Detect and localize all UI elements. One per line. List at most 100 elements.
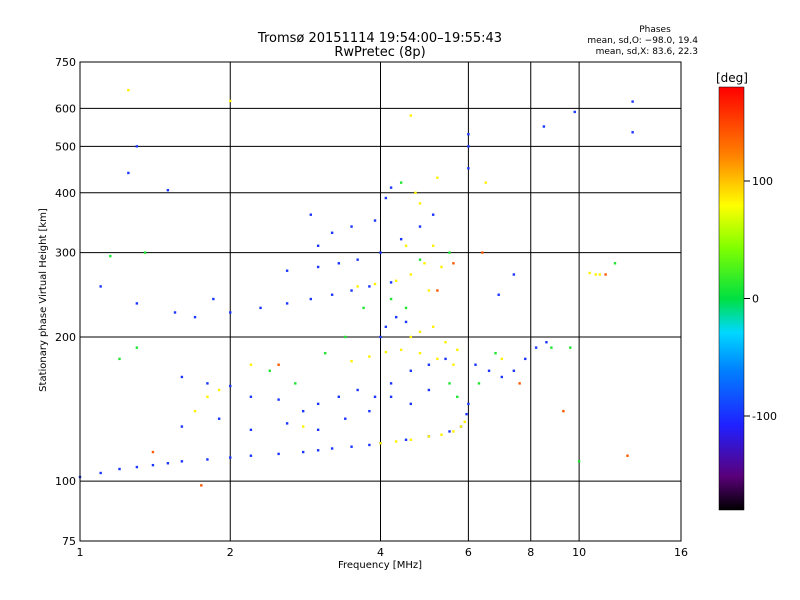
data-point — [337, 262, 341, 265]
plot-frame — [79, 61, 682, 542]
data-point — [277, 398, 280, 401]
data-point — [534, 346, 538, 349]
data-point — [193, 315, 197, 319]
data-point — [373, 219, 377, 222]
data-point — [285, 422, 289, 425]
data-point — [373, 395, 377, 399]
data-point — [368, 443, 371, 447]
y-tick-label: 750 — [55, 56, 76, 69]
y-tick-label: 500 — [55, 140, 76, 153]
data-point — [436, 357, 439, 361]
data-point — [206, 458, 209, 461]
data-point — [135, 145, 139, 148]
chart-subtitle: RwPretec (8p) — [334, 45, 425, 60]
data-point — [350, 289, 353, 292]
x-tick-label: 16 — [674, 546, 688, 559]
data-point — [309, 213, 312, 216]
data-point — [418, 202, 422, 205]
x-tick-label: 2 — [227, 546, 234, 559]
data-point — [166, 188, 170, 192]
data-point — [373, 282, 377, 286]
grid — [80, 62, 681, 541]
data-point — [389, 281, 393, 284]
data-point — [423, 262, 426, 265]
data-point — [368, 285, 371, 288]
data-point — [344, 335, 347, 339]
data-point — [277, 363, 280, 366]
data-point — [316, 244, 320, 247]
data-point — [135, 346, 139, 349]
data-point — [613, 262, 617, 265]
x-axis: 1 2 4 6 8 10 16 — [77, 546, 689, 559]
data-point — [497, 293, 500, 296]
data-point — [444, 357, 447, 361]
data-point — [309, 297, 312, 301]
data-point — [631, 131, 634, 134]
data-point — [518, 382, 521, 385]
data-point — [562, 409, 565, 413]
data-point — [465, 412, 468, 416]
colorbar-tick-label: 0 — [752, 293, 759, 306]
data-point — [524, 357, 527, 361]
data-point — [285, 269, 289, 272]
data-point — [427, 363, 431, 366]
data-point — [394, 440, 398, 443]
data-point — [588, 271, 591, 275]
data-point — [173, 311, 177, 314]
data-point — [467, 167, 470, 170]
data-point — [356, 285, 359, 288]
data-point — [229, 456, 232, 459]
data-point — [418, 351, 422, 355]
data-point — [452, 363, 455, 366]
data-point — [452, 262, 455, 265]
y-tick-label: 600 — [55, 102, 76, 115]
data-point — [440, 265, 443, 269]
data-point — [229, 384, 232, 388]
data-point — [409, 114, 412, 117]
data-point — [384, 350, 388, 354]
y-axis-label: Stationary phase Virtual Height [km] — [38, 208, 49, 392]
data-point — [337, 395, 341, 399]
data-point — [467, 133, 470, 136]
data-point — [379, 335, 382, 339]
chart-title: Tromsø 20151114 19:54:00–19:55:43 — [257, 31, 502, 46]
data-point — [512, 273, 516, 276]
data-point — [330, 231, 334, 234]
data-point — [477, 382, 481, 385]
data-point — [542, 125, 546, 128]
data-point — [418, 225, 422, 228]
data-point — [512, 369, 516, 372]
colorbar-label: [deg] — [716, 71, 748, 85]
data-point — [631, 100, 634, 103]
data-point — [459, 425, 463, 428]
data-point — [404, 244, 408, 247]
data-point — [409, 335, 412, 339]
data-point — [474, 363, 477, 366]
data-point — [301, 425, 305, 428]
data-point — [350, 445, 353, 448]
data-point — [249, 454, 253, 457]
y-tick-label: 400 — [55, 187, 76, 200]
data-point — [389, 395, 393, 399]
data-point — [463, 420, 466, 424]
data-point — [394, 279, 398, 282]
data-point — [427, 435, 431, 438]
data-point — [206, 395, 209, 399]
data-point — [180, 425, 184, 428]
data-point — [431, 213, 435, 216]
data-point — [404, 306, 408, 310]
data-point — [127, 171, 130, 175]
data-point — [573, 110, 576, 114]
data-point — [229, 311, 232, 314]
data-point — [500, 375, 504, 379]
data-point — [448, 251, 451, 254]
data-point — [448, 382, 451, 385]
data-point — [404, 438, 408, 441]
data-point — [217, 417, 221, 420]
data-point — [268, 369, 271, 372]
data-point — [604, 273, 607, 276]
data-point — [440, 433, 443, 436]
phase-info-heading: Phases — [639, 25, 671, 35]
data-point — [409, 402, 412, 406]
data-point — [436, 289, 439, 292]
